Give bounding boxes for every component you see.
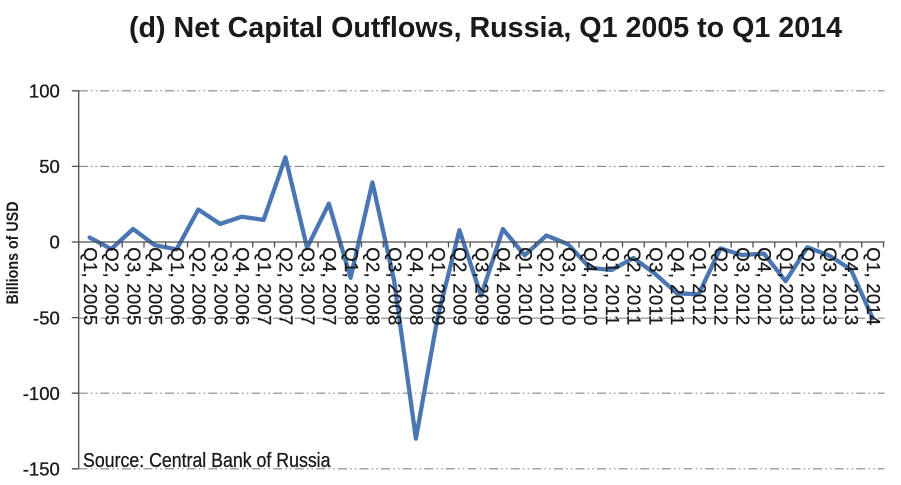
svg-text:Q4, 2007: Q4, 2007 bbox=[319, 247, 340, 325]
svg-text:100: 100 bbox=[29, 81, 60, 102]
svg-text:Q2, 2010: Q2, 2010 bbox=[537, 247, 558, 325]
svg-text:(d) Net Capital Outflows, Russ: (d) Net Capital Outflows, Russia, Q1 200… bbox=[129, 12, 842, 44]
svg-text:0: 0 bbox=[50, 232, 60, 253]
svg-text:Q2, 2006: Q2, 2006 bbox=[189, 247, 210, 325]
svg-text:Q1, 2008: Q1, 2008 bbox=[341, 247, 362, 325]
svg-text:Q3, 2008: Q3, 2008 bbox=[384, 247, 405, 325]
svg-text:Q3, 2006: Q3, 2006 bbox=[210, 247, 231, 325]
svg-text:Q3, 2012: Q3, 2012 bbox=[732, 247, 753, 325]
svg-text:Billions of USD: Billions of USD bbox=[3, 202, 22, 305]
svg-text:Q1, 2014: Q1, 2014 bbox=[863, 247, 884, 325]
svg-text:Q2, 2008: Q2, 2008 bbox=[363, 247, 384, 325]
svg-text:Q1, 2013: Q1, 2013 bbox=[776, 247, 797, 325]
svg-text:Q3, 2007: Q3, 2007 bbox=[297, 247, 318, 325]
svg-text:Q1, 2010: Q1, 2010 bbox=[515, 247, 536, 325]
svg-text:Q3, 2009: Q3, 2009 bbox=[471, 247, 492, 325]
svg-text:-50: -50 bbox=[33, 307, 60, 328]
svg-text:Q2, 2012: Q2, 2012 bbox=[711, 247, 732, 325]
svg-text:Q4, 2013: Q4, 2013 bbox=[841, 247, 862, 325]
svg-text:Q2, 2005: Q2, 2005 bbox=[102, 247, 123, 325]
svg-text:Q2, 2009: Q2, 2009 bbox=[450, 247, 471, 325]
svg-text:-150: -150 bbox=[23, 459, 60, 480]
svg-text:Q2, 2007: Q2, 2007 bbox=[276, 247, 297, 325]
svg-text:Q4, 2011: Q4, 2011 bbox=[667, 247, 688, 325]
svg-text:50: 50 bbox=[39, 156, 60, 177]
svg-text:Q1, 2007: Q1, 2007 bbox=[254, 247, 275, 325]
svg-text:Q3, 2011: Q3, 2011 bbox=[645, 247, 666, 325]
svg-text:Q2, 2013: Q2, 2013 bbox=[798, 247, 819, 325]
svg-text:Source: Central Bank of Russia: Source: Central Bank of Russia bbox=[83, 450, 331, 472]
svg-text:Q4, 2005: Q4, 2005 bbox=[145, 247, 166, 325]
svg-text:Q2, 2011: Q2, 2011 bbox=[624, 247, 645, 325]
svg-text:Q3, 2005: Q3, 2005 bbox=[123, 247, 144, 325]
svg-text:Q1, 2012: Q1, 2012 bbox=[689, 247, 710, 325]
svg-text:Q1, 2011: Q1, 2011 bbox=[602, 247, 623, 325]
svg-text:Q3, 2013: Q3, 2013 bbox=[819, 247, 840, 325]
svg-text:Q1, 2009: Q1, 2009 bbox=[428, 247, 449, 325]
svg-text:-100: -100 bbox=[23, 383, 60, 404]
svg-text:Q1, 2005: Q1, 2005 bbox=[80, 247, 101, 325]
svg-text:Q3, 2010: Q3, 2010 bbox=[558, 247, 579, 325]
svg-text:Q4, 2010: Q4, 2010 bbox=[580, 247, 601, 325]
svg-text:Q4, 2012: Q4, 2012 bbox=[754, 247, 775, 325]
svg-text:Q1, 2006: Q1, 2006 bbox=[167, 247, 188, 325]
svg-text:Q4, 2006: Q4, 2006 bbox=[232, 247, 253, 325]
svg-text:Q4, 2008: Q4, 2008 bbox=[406, 247, 427, 325]
svg-text:Q4, 2009: Q4, 2009 bbox=[493, 247, 514, 325]
